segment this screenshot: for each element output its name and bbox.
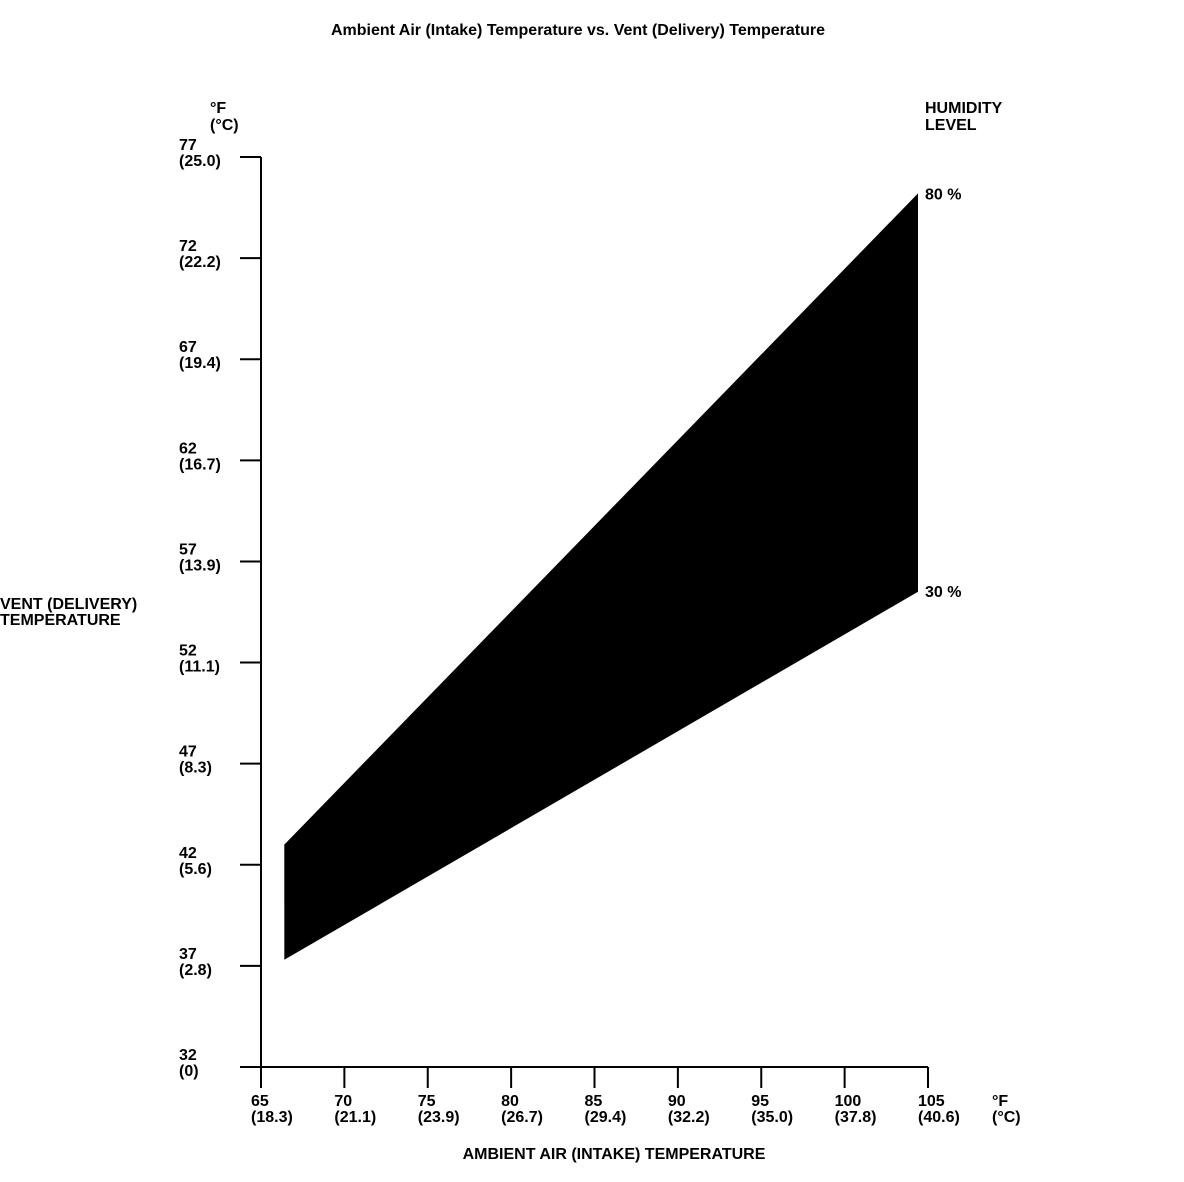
x-tick-label-f: 100	[835, 1093, 862, 1110]
y-tick-label-c: (16.7)	[179, 456, 221, 473]
x-unit-f: °F	[992, 1093, 1008, 1110]
y-tick-label-c: (22.2)	[179, 254, 221, 271]
x-tick-label-f: 85	[585, 1093, 603, 1110]
y-tick-label-f: 37	[179, 946, 197, 963]
humidity-30-label: 30 %	[925, 584, 961, 601]
y-tick-label-c: (2.8)	[179, 962, 212, 979]
x-tick-label-c: (18.3)	[251, 1109, 293, 1126]
y-tick-label-f: 42	[179, 845, 197, 862]
x-tick-label-f: 80	[501, 1093, 519, 1110]
y-axis-title-line-2: TEMPERATURE	[0, 612, 121, 629]
y-tick-label-c: (25.0)	[179, 153, 221, 170]
x-tick-label-c: (35.0)	[751, 1109, 793, 1126]
y-tick-label-f: 67	[179, 339, 197, 356]
plot-area: 77(25.0) 72(22.2) 67(19.4) 62(16.7) 57(13.9)…	[179, 137, 961, 1126]
y-unit-f: °F	[210, 100, 226, 117]
humidity-band	[284, 193, 918, 960]
y-tick-label-f: 52	[179, 643, 197, 660]
x-tick-label-f: 75	[418, 1093, 436, 1110]
y-tick-label-f: 32	[179, 1047, 197, 1064]
y-axis-title-line-1: VENT (DELIVERY)	[0, 596, 137, 613]
y-tick-label-c: (5.6)	[179, 861, 212, 878]
humidity-80-label: 80 %	[925, 186, 961, 203]
x-tick-label-c: (29.4)	[585, 1109, 627, 1126]
y-tick-label-c: (11.1)	[179, 659, 220, 676]
x-tick-label-f: 90	[668, 1093, 686, 1110]
x-tick-label-c: (32.2)	[668, 1109, 710, 1126]
chart-title: Ambient Air (Intake) Temperature vs. Ven…	[331, 22, 825, 39]
legend-title-line-1: HUMIDITY	[925, 100, 1003, 117]
x-tick-label-f: 70	[334, 1093, 352, 1110]
x-tick-label-c: (23.9)	[418, 1109, 460, 1126]
x-tick-label-c: (40.6)	[918, 1109, 960, 1126]
x-tick-label-c: (26.7)	[501, 1109, 543, 1126]
x-tick-label-f: 95	[751, 1093, 769, 1110]
y-tick-label-c: (19.4)	[179, 355, 221, 372]
y-tick-label-f: 62	[179, 440, 197, 457]
x-tick-label-c: (37.8)	[835, 1109, 877, 1126]
legend-title-line-2: LEVEL	[925, 117, 977, 134]
y-tick-label-c: (13.9)	[179, 557, 221, 574]
y-tick-label-f: 72	[179, 238, 197, 255]
y-tick-label-f: 47	[179, 744, 197, 761]
y-tick-label-c: (0)	[179, 1063, 199, 1080]
x-axis-title: AMBIENT AIR (INTAKE) TEMPERATURE	[463, 1146, 766, 1163]
x-tick-label-c: (21.1)	[334, 1109, 376, 1126]
x-tick-label-f: 105	[918, 1093, 945, 1110]
y-tick-label-c: (8.3)	[179, 760, 212, 777]
y-tick-label-f: 77	[179, 137, 197, 154]
x-unit-c: (°C)	[992, 1109, 1021, 1126]
x-tick-label-f: 65	[251, 1093, 269, 1110]
y-tick-label-f: 57	[179, 541, 197, 558]
y-unit-c: (°C)	[210, 117, 239, 134]
